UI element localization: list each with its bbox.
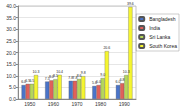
svg-text:1980: 1980 — [95, 101, 106, 107]
svg-text:7.8: 7.8 — [72, 75, 78, 80]
svg-text:9.0: 9.0 — [100, 73, 105, 77]
svg-text:40.0: 40.0 — [6, 3, 16, 9]
svg-text:1960: 1960 — [48, 101, 59, 107]
svg-text:1970: 1970 — [71, 101, 82, 107]
svg-text:1950: 1950 — [24, 101, 35, 107]
svg-text:8.6: 8.6 — [76, 74, 82, 78]
svg-text:0.0: 0.0 — [9, 96, 16, 102]
svg-text:India: India — [149, 25, 160, 31]
svg-text:5.0: 5.0 — [9, 84, 16, 90]
svg-text:8.0: 8.0 — [48, 75, 54, 80]
svg-text:7.8: 7.8 — [68, 75, 74, 80]
svg-text:8.5: 8.5 — [53, 74, 58, 78]
svg-text:1990: 1990 — [119, 101, 130, 107]
svg-text:7.5: 7.5 — [44, 76, 50, 81]
svg-text:15.0: 15.0 — [6, 61, 16, 67]
svg-text:6.5: 6.5 — [29, 79, 34, 83]
svg-text:9.8: 9.8 — [81, 71, 86, 75]
svg-text:6.0: 6.0 — [115, 80, 121, 85]
svg-text:10.4: 10.4 — [56, 70, 63, 74]
svg-text:10.3: 10.3 — [123, 70, 130, 74]
svg-text:Bangladesh: Bangladesh — [149, 16, 176, 22]
svg-text:6.8: 6.8 — [120, 78, 125, 82]
svg-text:10.0: 10.0 — [6, 73, 16, 79]
svg-text:5.6: 5.6 — [92, 81, 97, 85]
svg-text:South Korea: South Korea — [149, 43, 177, 49]
svg-text:10.3: 10.3 — [33, 70, 40, 74]
svg-text:6.0: 6.0 — [96, 80, 101, 84]
svg-text:20.0: 20.0 — [6, 50, 16, 56]
svg-text:Sri Lanka: Sri Lanka — [149, 34, 170, 40]
svg-text:35.0: 35.0 — [6, 15, 16, 21]
svg-text:6.5: 6.5 — [25, 78, 31, 83]
svg-text:25.0: 25.0 — [6, 38, 16, 44]
svg-text:6.0: 6.0 — [21, 80, 26, 85]
svg-text:39.6: 39.6 — [127, 2, 134, 6]
svg-text:20.6: 20.6 — [103, 46, 110, 50]
svg-text:30.0: 30.0 — [6, 26, 16, 32]
